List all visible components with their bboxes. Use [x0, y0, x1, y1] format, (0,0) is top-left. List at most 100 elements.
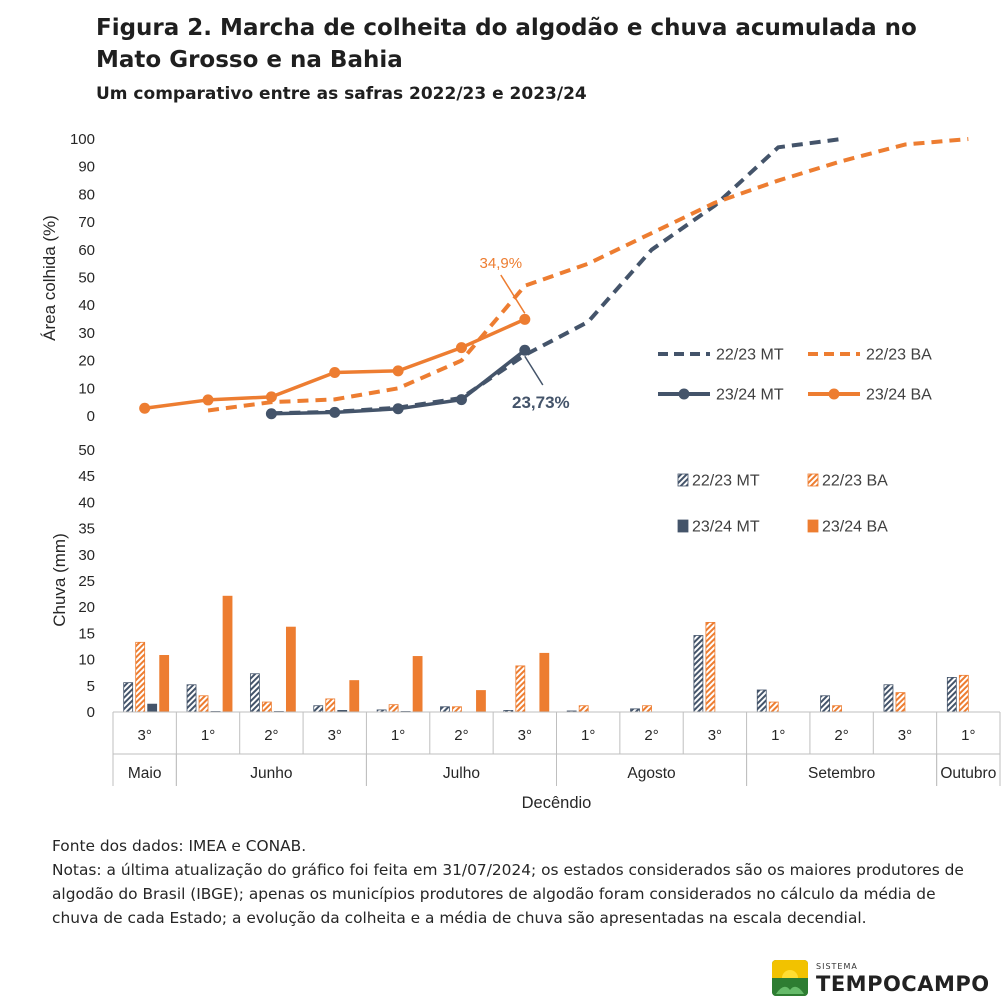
bar-23-24-MT — [147, 703, 158, 713]
annotation-label-mt: 23,73% — [512, 393, 570, 412]
bar-22-23-BA — [261, 701, 272, 713]
data-point-23-24-BA — [519, 313, 531, 325]
notes-block: Fonte dos dados: IMEA e CONAB. Notas: a … — [52, 834, 972, 930]
bar-22-23-MT — [756, 689, 767, 713]
bar-y-axis-label: Chuva (mm) — [50, 533, 69, 627]
bar-23-24-BA — [349, 680, 360, 713]
bar-22-23-BA — [325, 698, 336, 713]
bar-y-tick-label: 10 — [78, 652, 95, 669]
x-tick-label: 3° — [518, 727, 532, 744]
rain-bar-chart: 0 5 10 15 20 25 30 35 40 45 50 Chuva (mm) 3° 1° 2° 3° 1°… — [50, 442, 1001, 812]
chart-subtitle: Um comparativo entre as safras 2022/23 e… — [96, 84, 587, 104]
bar-22-23-BA — [135, 641, 146, 713]
data-point-23-24-BA — [329, 367, 341, 379]
harvest-line-chart: 0 10 20 30 40 50 60 70 80 90 100 Área colhida (%) 34… — [40, 131, 969, 425]
bar-22-23-BA — [768, 701, 779, 713]
bar-22-23-BA — [198, 695, 209, 713]
x-axis-label: Decêndio — [522, 794, 592, 812]
line-y-tick-label: 0 — [87, 408, 95, 425]
line-y-tick-label: 80 — [78, 186, 95, 203]
bar-y-tick-label: 40 — [78, 494, 95, 511]
legend-swatch-bar — [677, 519, 689, 533]
bar-22-23-MT — [820, 695, 831, 713]
line-y-tick-label: 50 — [78, 270, 95, 287]
bar-y-tick-label: 0 — [87, 704, 95, 721]
bar-22-23-BA — [832, 705, 843, 713]
x-tick-label: 1° — [771, 727, 785, 744]
x-tick-label: 1° — [581, 727, 595, 744]
bar-y-tick-label: 5 — [87, 678, 95, 695]
month-label: Junho — [250, 765, 292, 782]
bar-22-23-MT — [440, 706, 450, 713]
bar-22-23-BA — [705, 621, 716, 713]
x-tick-label: 2° — [454, 727, 468, 744]
month-label: Outubro — [940, 765, 996, 782]
data-point-23-24-BA — [202, 394, 214, 406]
bar-22-23-BA — [578, 705, 589, 713]
bar-22-23-MT — [693, 635, 704, 713]
line-y-tick-label: 30 — [78, 325, 95, 342]
bar-23-24-BA — [285, 626, 296, 713]
bar-23-24-BA — [476, 690, 486, 713]
x-tick-label: 2° — [264, 727, 278, 744]
legend-label: 22/23 MT — [716, 347, 784, 364]
methodology-note: Notas: a última atualização do gráfico f… — [52, 861, 964, 927]
data-point-23-24-BA — [392, 365, 404, 377]
bar-y-tick-label: 20 — [78, 599, 95, 616]
line-y-tick-label: 40 — [78, 297, 95, 314]
bar-22-23-MT — [883, 684, 894, 713]
x-tick-label: 3° — [708, 727, 722, 744]
logo-icon — [772, 960, 808, 996]
bar-22-23-BA — [388, 704, 399, 713]
bar-23-24-BA — [222, 595, 233, 713]
source-note: Fonte dos dados: IMEA e CONAB. — [52, 837, 307, 855]
bar-y-tick-label: 30 — [78, 547, 95, 564]
annotation-label-ba: 34,9% — [480, 255, 523, 272]
x-tick-label: 1° — [961, 727, 975, 744]
data-point-23-24-MT — [519, 344, 531, 356]
data-point-23-24-MT — [455, 394, 467, 406]
month-label: Agosto — [627, 765, 675, 782]
bar-y-tick-label: 25 — [78, 573, 95, 590]
series-line-22-23-BA — [207, 137, 969, 413]
x-tick-label: 3° — [138, 727, 152, 744]
x-tick-label: 2° — [834, 727, 848, 744]
legend-swatch-bar — [807, 519, 819, 533]
bar-y-tick-label: 50 — [78, 442, 95, 459]
tempocampo-logo: SISTEMA TEMPOCAMPO — [772, 960, 989, 1000]
x-tick-label: 3° — [328, 727, 342, 744]
month-label: Julho — [443, 765, 480, 782]
data-point-23-24-BA — [139, 402, 151, 414]
bar-y-tick-label: 35 — [78, 521, 95, 538]
month-label: Maio — [128, 765, 162, 782]
data-point-23-24-BA — [455, 342, 467, 354]
legend-label: 23/24 BA — [866, 387, 932, 404]
legend-swatch-bar — [807, 473, 819, 487]
x-tick-label: 1° — [201, 727, 215, 744]
bar-y-tick-label: 15 — [78, 625, 95, 642]
legend-label: 23/24 BA — [822, 519, 888, 536]
annotation-leader-ba — [500, 274, 526, 314]
bar-22-23-MT — [123, 682, 134, 713]
line-y-tick-label: 60 — [78, 242, 95, 259]
chart-title: Figura 2. Marcha de colheita do algodão … — [96, 15, 917, 73]
bar-y-tick-label: 45 — [78, 468, 95, 485]
data-point-23-24-MT — [329, 406, 341, 418]
bar-23-24-BA — [412, 656, 423, 713]
line-y-tick-label: 90 — [78, 159, 95, 176]
legend-label: 23/24 MT — [716, 387, 784, 404]
x-tick-label: 3° — [898, 727, 912, 744]
annotation-leader-mt — [524, 355, 544, 386]
month-label: Setembro — [808, 765, 875, 782]
legend-label: 23/24 MT — [692, 519, 760, 536]
bar-23-24-BA — [539, 652, 550, 713]
legend-swatch-bar — [677, 473, 689, 487]
bar-22-23-MT — [946, 677, 957, 713]
data-point-23-24-MT — [392, 403, 404, 415]
legend-label: 22/23 MT — [692, 473, 760, 490]
bar-22-23-BA — [958, 674, 969, 713]
data-point-23-24-BA — [265, 391, 277, 403]
data-point-23-24-MT — [265, 408, 277, 420]
logo-wordmark: TEMPOCAMPO — [816, 972, 990, 996]
